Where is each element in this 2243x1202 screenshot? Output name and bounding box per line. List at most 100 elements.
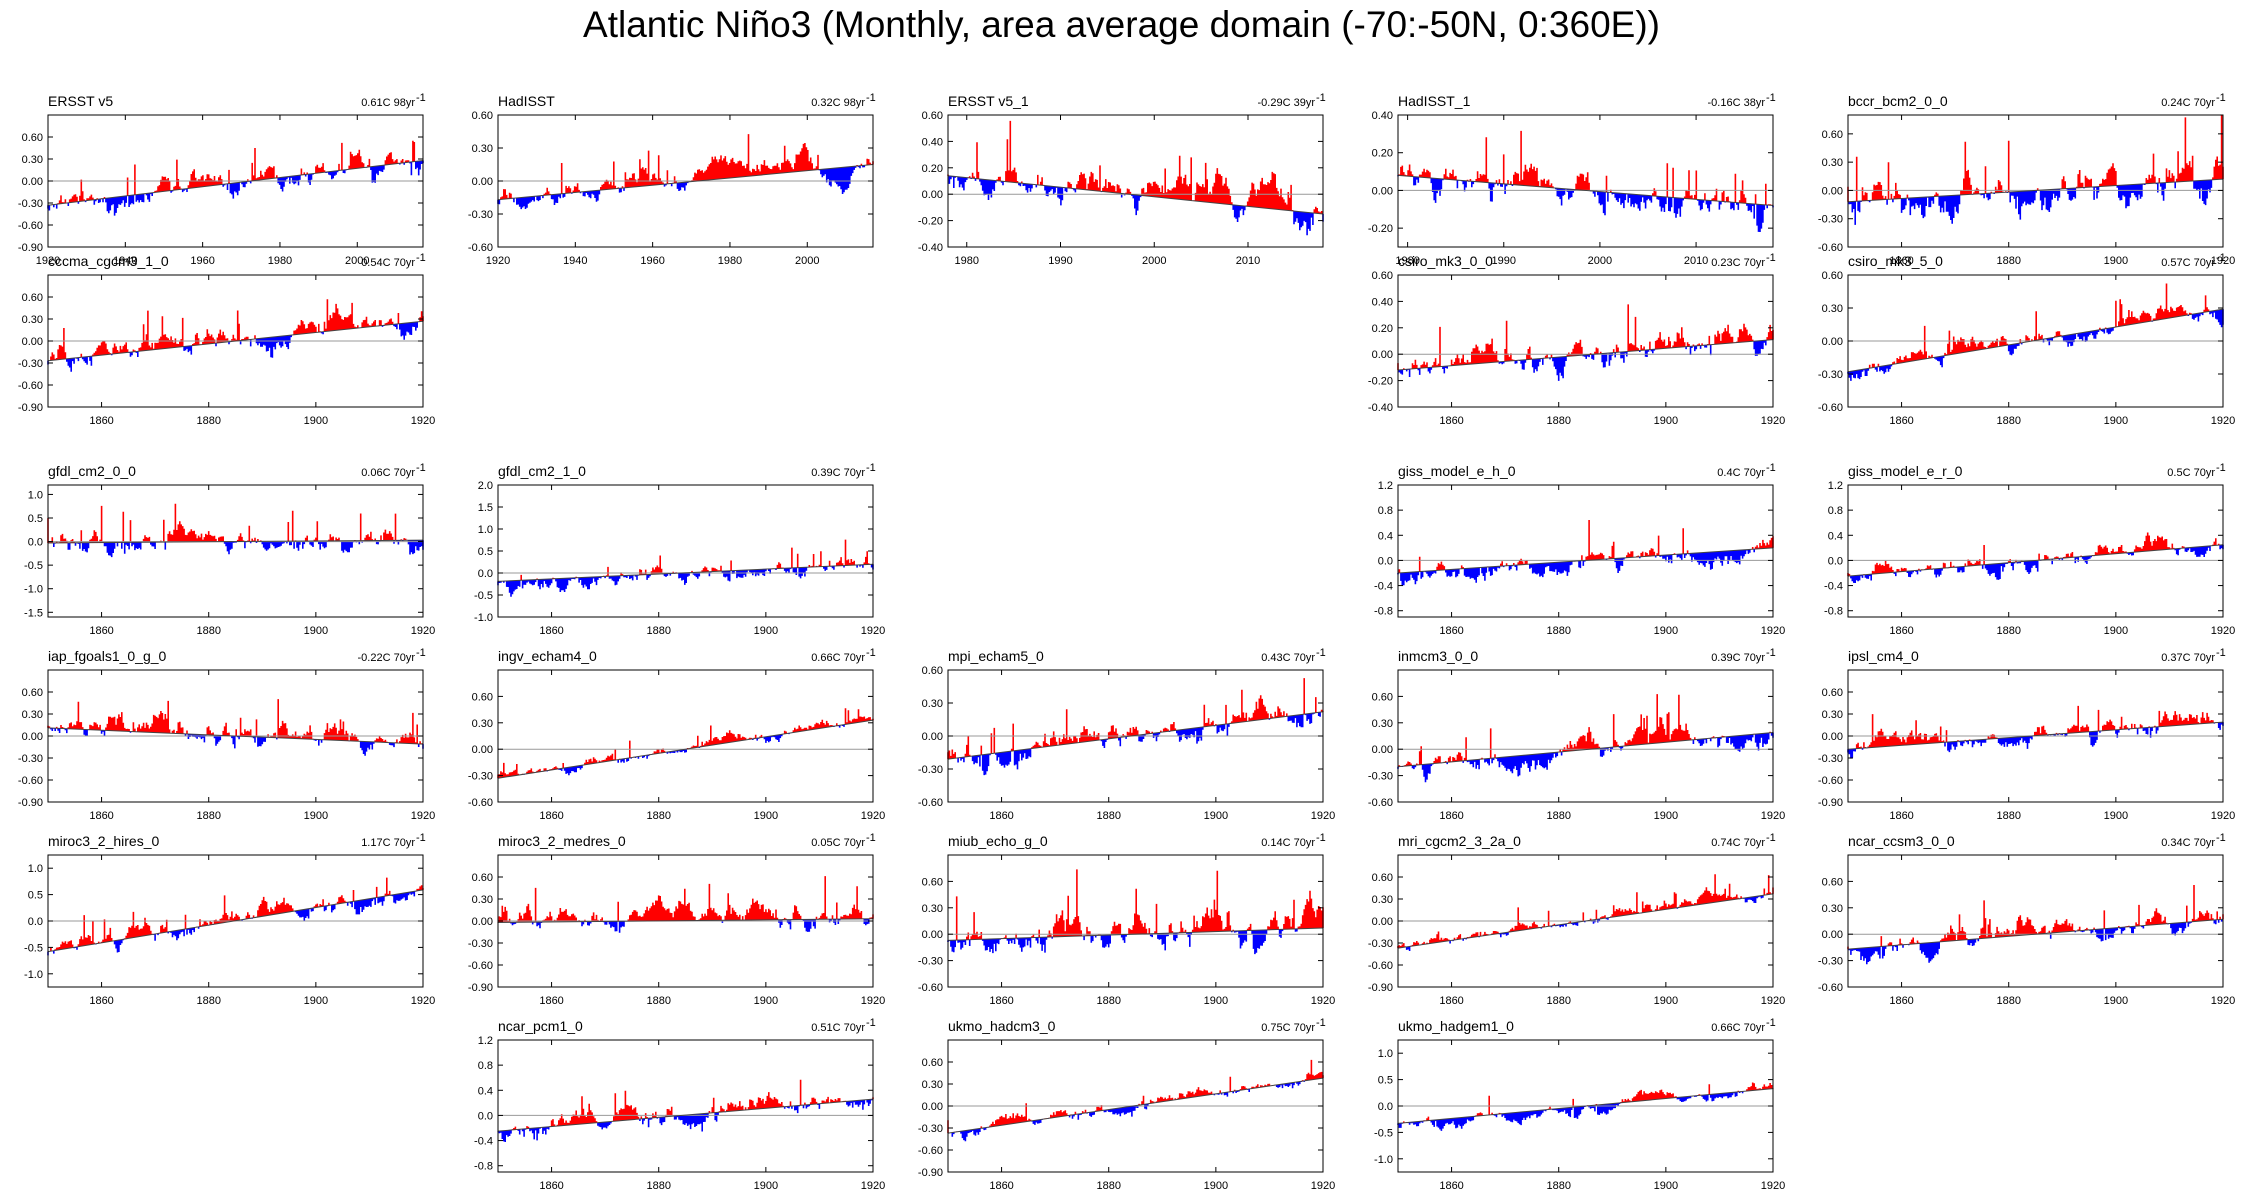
trend-line [47,539,424,544]
panel-mri-cgcm2-3-2a-0: 0.60 0.30 0.00 -0.30 -0.60 -0.90 1860 1880 1900 1… [1368,832,1785,1007]
x-tick-label: 1900 [1654,995,1678,1007]
trend-line [1397,547,1774,574]
panel-title: cccma_cgcm3_1_0 [48,253,169,269]
y-tick-label: 0.30 [1372,894,1393,906]
trend-superscript: -1 [2216,647,2226,659]
positive-anomaly-bars [1855,705,2217,749]
x-tick-label: 1880 [1546,415,1570,427]
y-tick-label: -0.30 [18,198,43,210]
y-tick-label: -0.40 [1368,402,1393,414]
y-tick-label: -0.30 [1818,753,1843,765]
trend-annotation: 0.57C 70yr [2161,257,2215,269]
x-tick-label: 1860 [89,625,113,637]
trend-superscript: -1 [866,1017,876,1029]
y-tick-label: -0.20 [1368,223,1393,235]
y-tick-label: 1.0 [28,489,43,501]
plot-frame [1397,274,1774,408]
y-tick-label: 1.2 [1378,480,1393,492]
y-tick-label: -0.30 [918,956,943,968]
x-tick-label: 1900 [754,625,778,637]
x-tick-label: 1880 [196,995,220,1007]
panel-hadisst-1: 0.40 0.20 0.00 -0.20 1980 1990 2000 2010 HadISST… [1368,92,1776,267]
trend-line [497,918,874,923]
y-tick-label: 0.60 [1822,129,1843,141]
y-tick-label: 0.30 [472,718,493,730]
y-tick-label: 0.00 [22,336,43,348]
positive-anomaly-bars [1398,130,1773,206]
trend-superscript: -1 [2216,462,2226,474]
x-tick-label: 2000 [1142,255,1166,267]
trend-line [497,719,874,779]
y-tick-label: -0.60 [918,797,943,809]
y-tick-label: -0.5 [24,560,43,572]
positive-anomaly-bars [1847,532,2220,577]
panel-title: csiro_mk3_0_0 [1398,253,1493,269]
x-tick-label: 1900 [2104,810,2128,822]
y-tick-label: -1.0 [24,969,43,981]
x-tick-label: 1920 [1311,810,1335,822]
y-tick-label: 0.00 [1822,731,1843,743]
trend-superscript: -1 [866,832,876,844]
x-tick-label: 2000 [795,255,819,267]
y-tick-label: 0.30 [922,1079,943,1091]
trend-superscript: -1 [1766,252,1776,264]
negative-anomaly-bars [497,1099,873,1142]
x-tick-label: 1980 [1395,255,1419,267]
y-tick-label: 0.20 [1372,148,1393,160]
negative-anomaly-bars [1397,1091,1747,1131]
y-tick-label: 0.60 [472,110,493,122]
x-tick-label: 1860 [1439,810,1463,822]
trend-superscript: -1 [1766,1017,1776,1029]
x-tick-label: 1860 [989,810,1013,822]
x-tick-label: 1860 [539,1180,563,1192]
x-tick-label: 1900 [304,415,328,427]
y-tick-label: -0.90 [18,797,43,809]
x-tick-label: 1940 [563,255,587,267]
x-tick-label: 1900 [304,810,328,822]
x-tick-label: 1920 [2211,415,2235,427]
positive-anomaly-bars [947,1059,1324,1134]
plot-frame [1397,669,1774,803]
y-tick-label: -0.60 [468,960,493,972]
y-tick-label: -0.30 [18,358,43,370]
x-tick-label: 1900 [2104,625,2128,637]
trend-line [947,1077,1324,1134]
positive-anomaly-bars [1397,874,1774,949]
y-tick-label: 0.00 [22,731,43,743]
y-tick-label: -0.60 [918,1145,943,1157]
panel-csiro-mk3-5-0: 0.60 0.30 0.00 -0.30 -0.60 1860 1880 1900 1920 cs… [1818,252,2235,427]
panel-title: gfdl_cm2_0_0 [48,463,136,479]
y-tick-label: 2.0 [478,480,493,492]
panel-title: ipsl_cm4_0 [1848,648,1919,664]
trend-annotation: 0.37C 70yr [2161,652,2215,664]
y-tick-label: -0.90 [468,982,493,994]
plot-frame [1847,114,2224,248]
y-tick-label: -0.60 [918,982,943,994]
y-tick-label: -0.30 [1818,369,1843,381]
trend-superscript: -1 [416,832,426,844]
trend-line [47,727,424,745]
y-tick-label: -0.60 [1818,242,1843,254]
y-tick-label: 0.30 [22,709,43,721]
panel-ncar-pcm1-0: 1.2 0.8 0.4 0.0 -0.4 -0.8 1860 1880 1900 1920 ncar… [474,1017,885,1192]
y-tick-label: -0.60 [468,797,493,809]
x-tick-label: 1860 [89,415,113,427]
positive-anomaly-bars [497,876,874,923]
y-tick-label: 0.8 [1828,505,1843,517]
y-tick-label: 0.30 [22,154,43,166]
x-tick-label: 1880 [1996,810,2020,822]
y-tick-label: 0.20 [1372,323,1393,335]
trend-line [497,1098,874,1132]
panel-title: ERSST v5 [48,93,113,109]
y-tick-label: -0.30 [918,1123,943,1135]
trend-line [1847,308,2224,373]
y-tick-label: -0.60 [18,220,43,232]
negative-anomaly-bars [1398,340,1767,381]
x-tick-label: 1920 [486,255,510,267]
y-tick-label: -0.90 [1368,982,1393,994]
panel-title: HadISST_1 [1398,93,1471,109]
panel-giss-model-e-h-0: 1.2 0.8 0.4 0.0 -0.4 -0.8 1860 1880 1900 1920 giss… [1374,462,1785,637]
trend-annotation: 0.14C 70yr [1261,837,1315,849]
trend-line [1847,544,2224,577]
